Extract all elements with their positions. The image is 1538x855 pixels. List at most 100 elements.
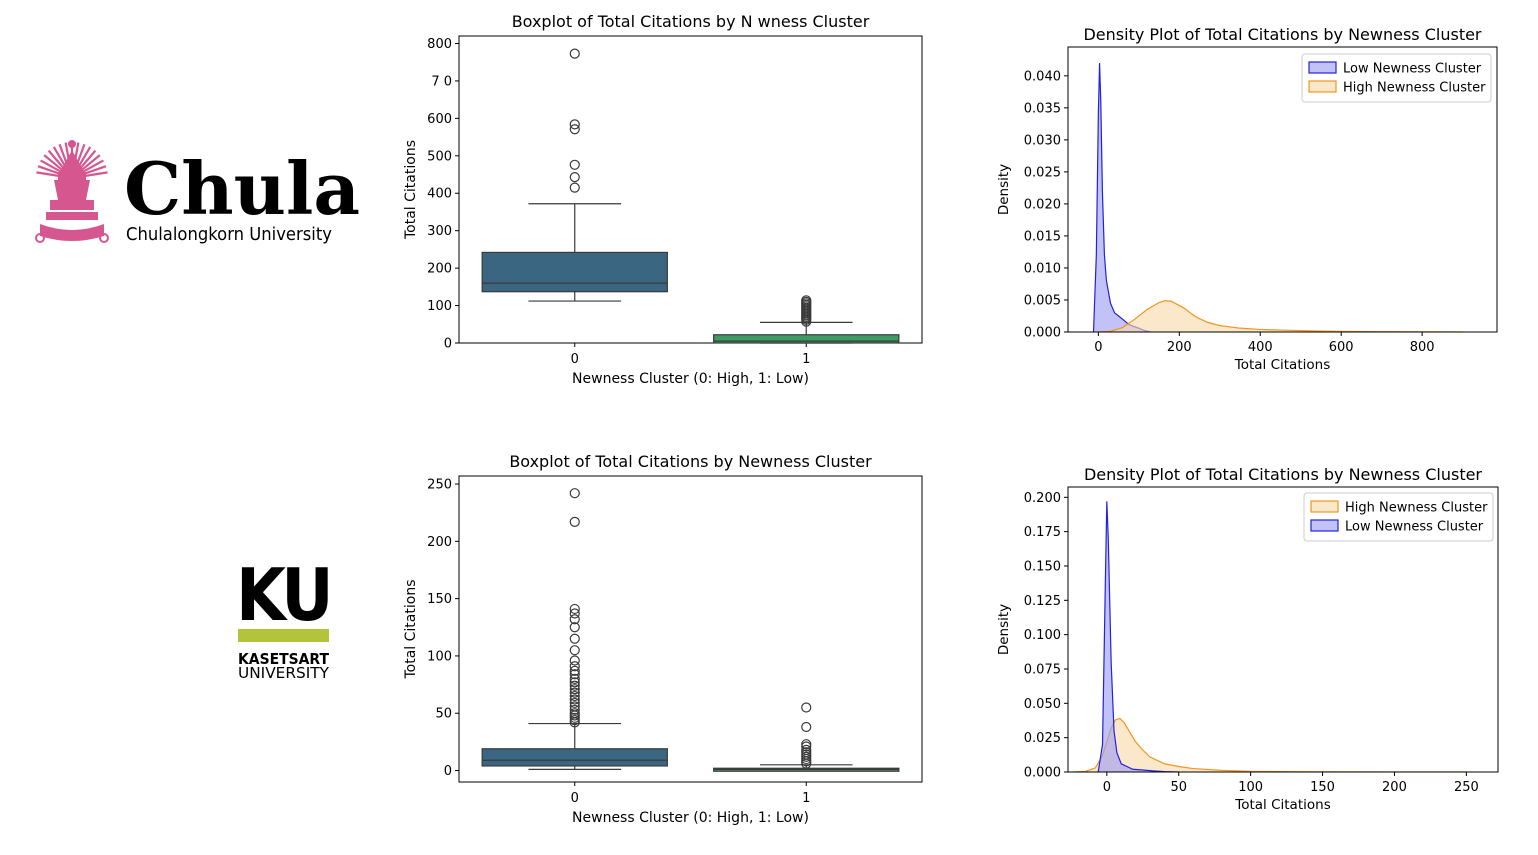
density-1: 0.000 0.005 0.010 0.015 0.020 0.025 0.030 0.035… <box>996 25 1498 373</box>
legend-label-0: High Newness Cluster <box>1345 501 1488 516</box>
x-tick-label: 150 <box>1310 780 1335 795</box>
x-tick-label: 600 <box>1329 340 1354 355</box>
outlier-point <box>569 665 580 676</box>
outlier-point <box>569 687 580 698</box>
y-axis-label: Total Citations <box>403 140 419 240</box>
outlier-point <box>801 721 812 733</box>
chart-title: Density Plot of Total Citations by Newne… <box>1083 25 1481 44</box>
chart-title: Boxplot of Total Citations by N wness Cl… <box>512 12 870 31</box>
y-tick-label: 400 <box>427 187 452 202</box>
y-tick-label: 0.030 <box>1024 133 1061 148</box>
outlier-point <box>569 614 580 625</box>
y-tick-label: 0.175 <box>1024 525 1061 540</box>
legend-frame <box>1301 53 1492 103</box>
x-axis-label: Total Citations <box>1234 357 1330 373</box>
outlier-point <box>569 677 580 688</box>
outlier-point <box>569 701 580 712</box>
outlier-point <box>569 697 580 709</box>
plot-frame <box>1067 46 1498 333</box>
chart-title: Density Plot of Total Citations by Newne… <box>1084 465 1482 484</box>
y-tick-label: 100 <box>427 299 452 314</box>
y-tick-label: 0 <box>444 337 452 352</box>
chart-title: Boxplot of Total Citations by Newness Cl… <box>509 452 872 471</box>
y-tick-label: 600 <box>427 112 452 127</box>
x-tick-label: 250 <box>1454 780 1479 795</box>
x-tick-label: 0 <box>1094 340 1102 355</box>
x-tick-label: 0 <box>1103 780 1111 795</box>
plot-frame <box>458 35 923 344</box>
legend-label-1: Low Newness Cluster <box>1345 520 1484 535</box>
x-axis-label: Total Citations <box>1234 797 1330 813</box>
plot-frame <box>1067 486 1499 773</box>
y-axis-label: Density <box>996 164 1012 215</box>
y-tick-label: 0.005 <box>1024 293 1061 308</box>
legend-swatch-1 <box>1308 80 1337 93</box>
x-tick-label: 200 <box>1382 780 1407 795</box>
ku-bar <box>238 629 329 642</box>
y-tick-label: 0.150 <box>1024 559 1061 574</box>
outlier-point <box>569 655 580 666</box>
legend: Low Newness Cluster High Newness Cluster <box>1301 53 1492 103</box>
density-line-1 <box>1097 501 1179 772</box>
outlier-point <box>569 684 580 695</box>
x-tick-label: 800 <box>1410 340 1435 355</box>
box-1 <box>713 295 900 344</box>
plot-frame <box>458 475 923 783</box>
y-tick-label: 0.050 <box>1024 697 1061 712</box>
chula-emblem-icon <box>35 140 109 243</box>
y-tick-label: 0.000 <box>1024 766 1061 781</box>
legend-frame <box>1303 492 1494 542</box>
density-fill-1 <box>1098 300 1463 332</box>
y-tick-label: 0 <box>444 764 452 779</box>
density-fill-1 <box>1098 501 1179 772</box>
x-axis-label: Newness Cluster (0: High, 1: Low) <box>572 810 809 826</box>
y-tick-label: 100 <box>427 649 452 664</box>
density-line-1 <box>1098 300 1463 332</box>
y-tick-label: 7 0 <box>431 74 452 89</box>
outlier-point <box>569 645 580 656</box>
outlier-point <box>569 172 580 183</box>
y-tick-label: 0.075 <box>1024 662 1061 677</box>
outlier-point <box>569 669 580 680</box>
y-tick-label: 0.100 <box>1024 628 1061 643</box>
y-tick-label: 800 <box>427 37 452 52</box>
chula-subtitle: Chulalongkorn University <box>126 225 332 245</box>
y-tick-label: 0.015 <box>1024 229 1061 244</box>
legend-swatch-0 <box>1308 61 1337 74</box>
boxplot-0: 0 100 200 300 400 500 600 800 7 0 0 1 Boxplot of To… <box>403 12 923 387</box>
x-tick-label: 50 <box>1170 780 1187 795</box>
y-tick-label: 0.020 <box>1024 197 1061 212</box>
outlier-point <box>569 124 580 135</box>
outlier-point <box>569 516 580 527</box>
outlier-point <box>569 694 580 705</box>
outlier-point <box>801 739 812 750</box>
ku-wordmark: KU <box>236 553 330 637</box>
y-tick-label: 150 <box>427 592 452 607</box>
outlier-point <box>569 704 580 715</box>
y-tick-label: 250 <box>427 478 452 493</box>
legend: High Newness Cluster Low Newness Cluster <box>1303 492 1494 542</box>
x-tick-label: 100 <box>1238 780 1263 795</box>
outlier-point <box>569 159 580 170</box>
boxplot-2: 0 50 100 150 200 250 0 1 Boxplot of Total Citati… <box>403 452 923 826</box>
legend-swatch-1 <box>1310 519 1339 532</box>
ku-line2: UNIVERSITY <box>238 664 330 682</box>
legend-label-1: High Newness Cluster <box>1343 81 1486 96</box>
box-0 <box>481 48 668 302</box>
box-0 <box>481 488 668 770</box>
x-tick-label: 0 <box>571 791 579 806</box>
legend-label-0: Low Newness Cluster <box>1343 62 1482 77</box>
y-tick-label: 0.000 <box>1024 326 1061 341</box>
y-tick-label: 500 <box>427 149 452 164</box>
density-fill-0 <box>1070 718 1467 772</box>
x-tick-label: 1 <box>802 352 810 367</box>
outlier-point <box>801 744 812 756</box>
outlier-point <box>569 673 580 684</box>
outlier-point <box>569 603 580 615</box>
box-1 <box>713 702 900 772</box>
outlier-point <box>569 622 580 633</box>
outlier-point <box>569 690 580 702</box>
outlier-point <box>569 119 580 130</box>
plot-area <box>1070 501 1467 772</box>
